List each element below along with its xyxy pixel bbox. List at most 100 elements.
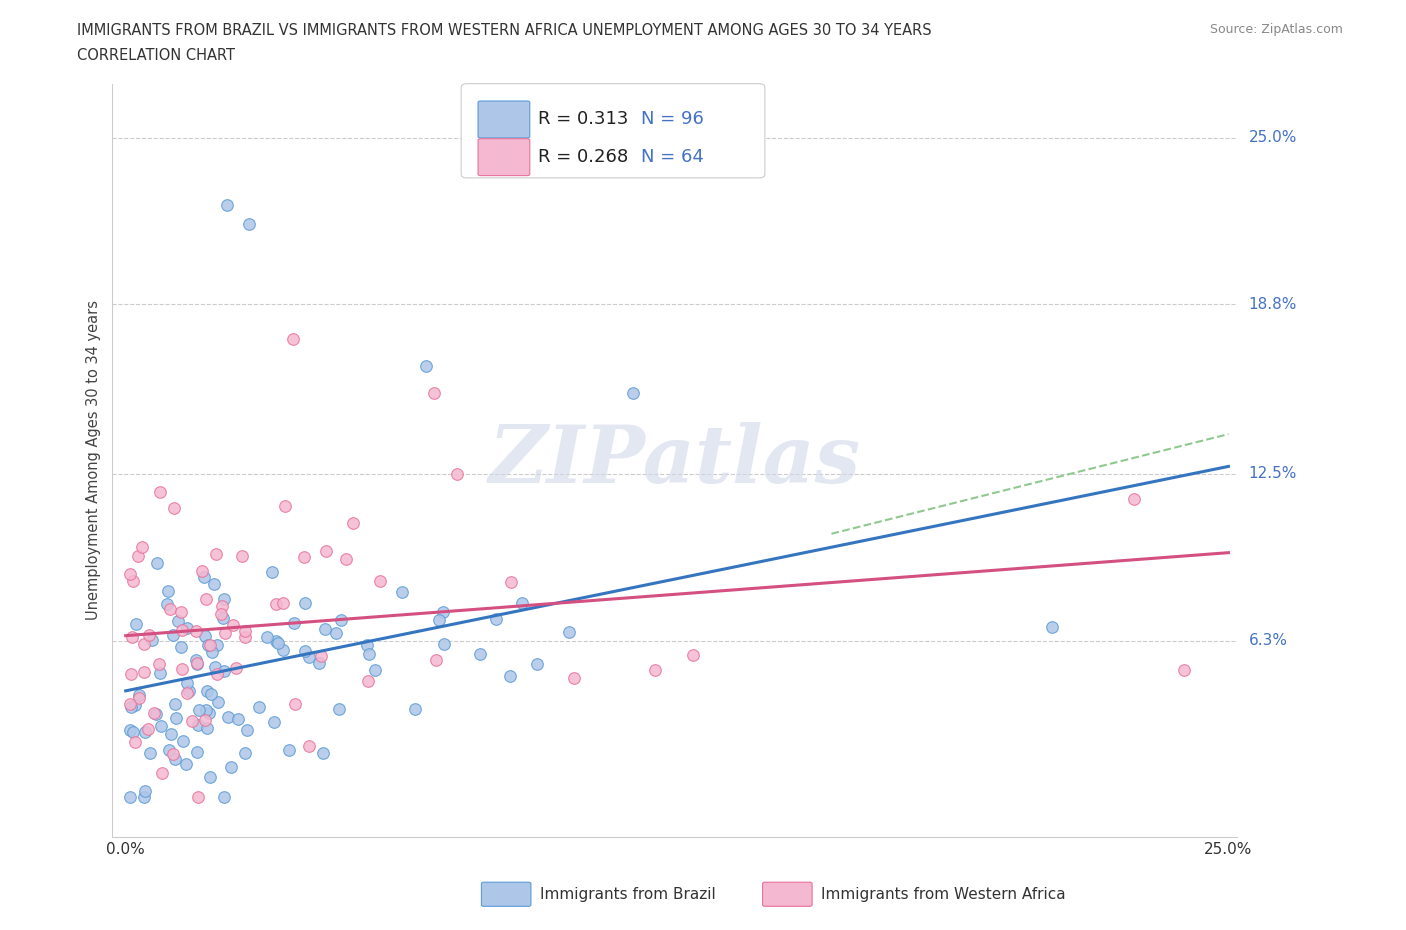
Point [621, 386, 644, 401]
Point [134, 790, 156, 804]
Point [134, 783, 156, 798]
Point [526, 657, 548, 671]
Point [512, 595, 534, 610]
Point [200, 769, 222, 784]
Point [128, 687, 150, 702]
Point [138, 745, 160, 760]
Point [156, 596, 179, 611]
Point [124, 617, 146, 631]
Point [205, 667, 228, 682]
Point [120, 697, 142, 711]
Text: N = 64: N = 64 [641, 148, 704, 166]
Point [423, 386, 446, 401]
Point [191, 564, 214, 578]
Point [166, 614, 188, 629]
Point [1040, 619, 1063, 634]
FancyBboxPatch shape [461, 84, 765, 178]
Point [187, 717, 209, 732]
Point [562, 671, 585, 686]
Point [225, 660, 247, 675]
Point [558, 625, 581, 640]
Point [186, 745, 208, 760]
Point [231, 549, 253, 564]
Text: Immigrants from Brazil: Immigrants from Brazil [540, 886, 716, 902]
Point [194, 712, 217, 727]
Point [157, 742, 180, 757]
Point [226, 711, 249, 726]
Point [356, 637, 378, 652]
Point [404, 702, 426, 717]
Point [120, 667, 142, 682]
Point [256, 630, 278, 644]
Point [233, 624, 256, 639]
Point [200, 644, 222, 659]
Point [294, 595, 316, 610]
Text: 6.3%: 6.3% [1249, 633, 1288, 648]
Point [271, 595, 294, 610]
Point [1173, 663, 1195, 678]
Text: CORRELATION CHART: CORRELATION CHART [77, 48, 235, 63]
Point [427, 613, 450, 628]
Point [150, 719, 173, 734]
Point [186, 652, 208, 667]
Point [682, 647, 704, 662]
Point [233, 746, 256, 761]
Point [342, 515, 364, 530]
Point [217, 197, 239, 212]
Point [120, 790, 142, 804]
Point [264, 633, 287, 648]
Point [148, 657, 170, 671]
Point [149, 485, 172, 499]
Point [150, 765, 173, 780]
Point [120, 722, 142, 737]
Point [184, 624, 207, 639]
Point [498, 669, 520, 684]
Point [263, 714, 285, 729]
Point [485, 611, 508, 626]
Point [294, 644, 316, 658]
Point [433, 636, 456, 651]
Point [415, 359, 437, 374]
Text: 25.0%: 25.0% [1249, 130, 1296, 145]
Point [132, 664, 155, 679]
Y-axis label: Unemployment Among Ages 30 to 34 years: Unemployment Among Ages 30 to 34 years [86, 300, 101, 620]
Point [181, 713, 204, 728]
Point [260, 565, 283, 579]
Text: 18.8%: 18.8% [1249, 297, 1296, 312]
Point [146, 555, 169, 570]
Point [202, 577, 225, 591]
Point [187, 790, 209, 804]
Point [163, 697, 186, 711]
Point [141, 632, 163, 647]
Point [446, 466, 468, 481]
Point [120, 699, 142, 714]
Point [188, 702, 211, 717]
Text: Source: ZipAtlas.com: Source: ZipAtlas.com [1209, 23, 1343, 36]
Point [143, 706, 166, 721]
Point [211, 599, 233, 614]
Point [292, 549, 315, 564]
Point [308, 656, 330, 671]
Point [233, 630, 256, 644]
Point [197, 721, 219, 736]
Point [122, 725, 145, 740]
FancyBboxPatch shape [481, 883, 531, 907]
Point [214, 626, 236, 641]
Point [122, 574, 145, 589]
Point [236, 723, 259, 737]
Point [325, 626, 347, 641]
Point [128, 690, 150, 705]
Point [200, 686, 222, 701]
Point [131, 539, 153, 554]
Point [124, 735, 146, 750]
Point [163, 752, 186, 767]
Point [368, 574, 391, 589]
Point [238, 216, 260, 231]
Point [359, 646, 381, 661]
Point [425, 653, 447, 668]
Point [197, 638, 219, 653]
Text: 12.5%: 12.5% [1249, 466, 1296, 482]
Point [132, 637, 155, 652]
Point [176, 675, 198, 690]
Point [198, 638, 221, 653]
